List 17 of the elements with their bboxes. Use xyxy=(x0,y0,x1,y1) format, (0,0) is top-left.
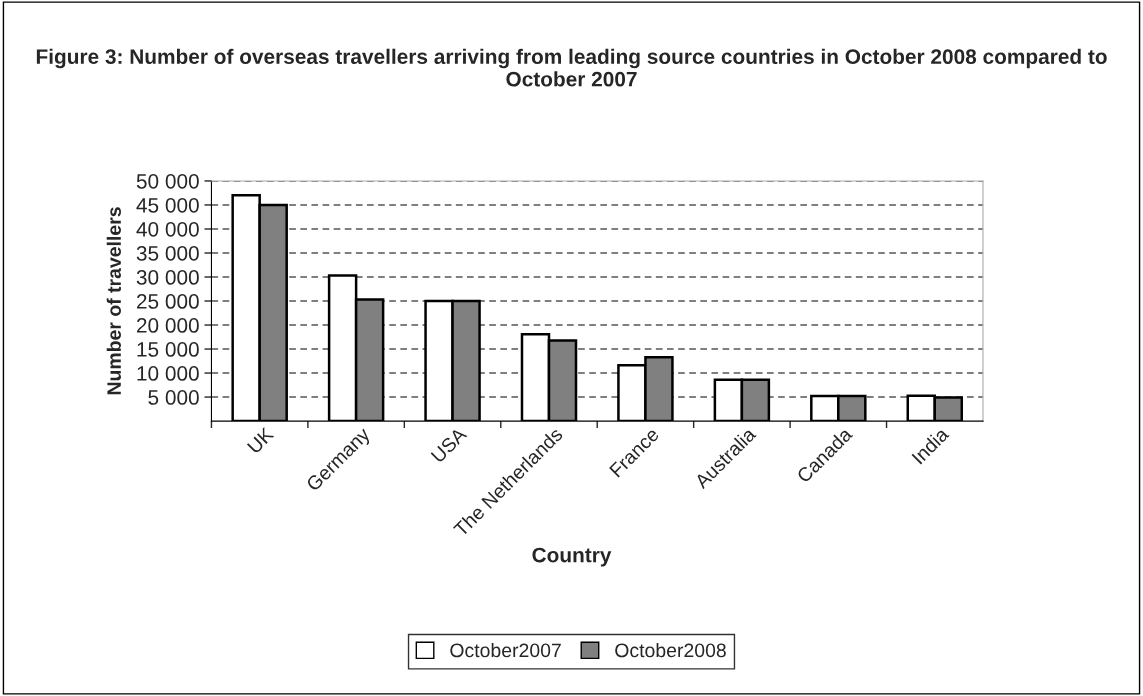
y-tick-label: 25 000 xyxy=(136,294,199,309)
x-tick-label: USA xyxy=(430,426,468,464)
x-tick-label: UK xyxy=(246,426,275,455)
x-axis-title: Country xyxy=(532,547,612,567)
y-tick-label: 50 000 xyxy=(136,173,199,189)
y-tick-label: 10 000 xyxy=(137,366,199,381)
y-tick-label: 5 000 xyxy=(148,390,199,405)
y-tick-label: 40 000 xyxy=(136,221,199,237)
y-tick-label: 45 000 xyxy=(136,197,199,213)
y-tick-label: 30 000 xyxy=(136,270,199,285)
legend-label: October2007 xyxy=(450,642,561,658)
y-tick-label: 15 000 xyxy=(137,342,199,357)
y-tick-label: 35 000 xyxy=(136,246,199,261)
legend-label: October2008 xyxy=(615,642,726,658)
y-axis-title: Number of travellers xyxy=(106,207,121,395)
y-tick-label: 20 000 xyxy=(136,318,199,333)
chart-title: Figure 3: Number of overseas travellers arriving from leading source countries in October 2008 compared to October 2007 xyxy=(36,48,1107,87)
